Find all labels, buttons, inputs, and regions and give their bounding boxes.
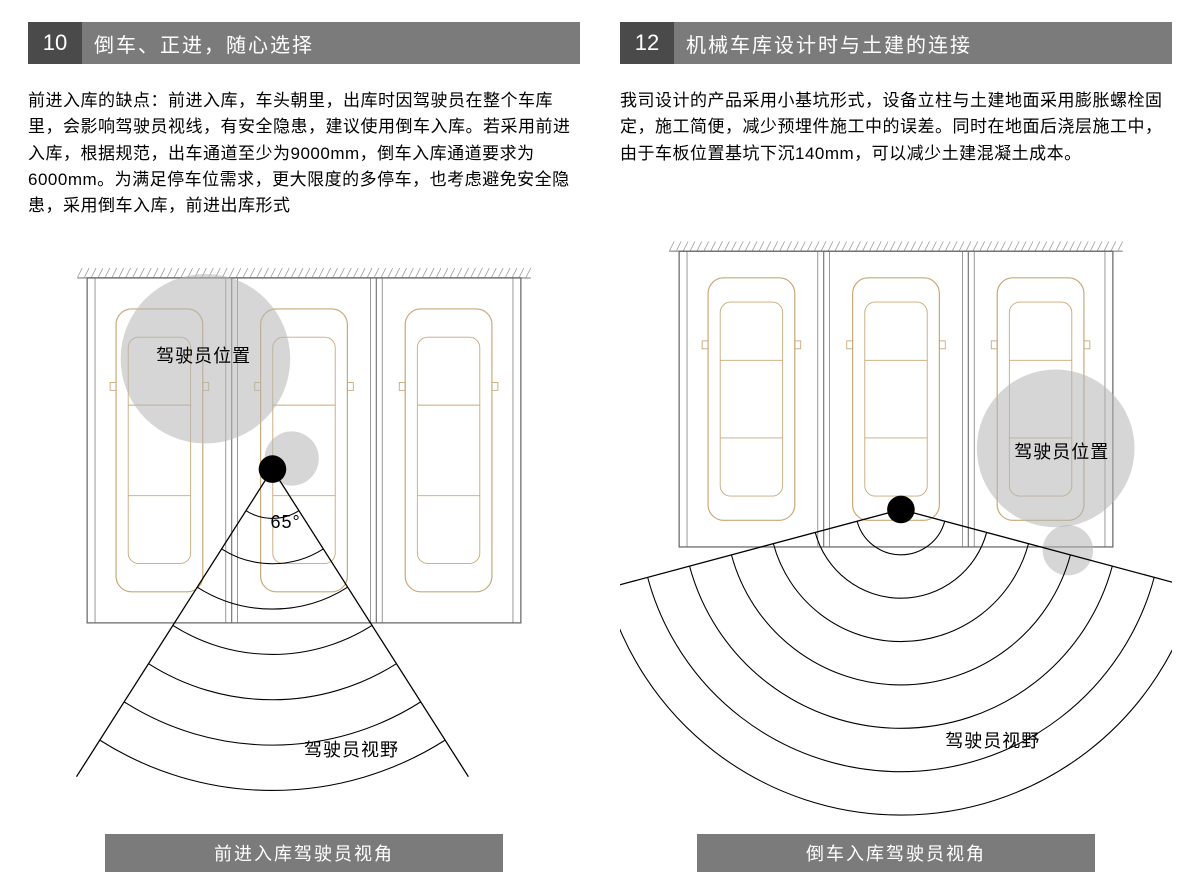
right-fov-label: 驾驶员视野 [945,727,1040,753]
left-caption: 前进入库驾驶员视角 [105,834,502,872]
right-header-num: 12 [620,22,674,64]
left-fov-label: 驾驶员视野 [304,736,399,762]
right-callout-label: 驾驶员位置 [1014,438,1109,464]
left-diagram: 驾驶员位置 65° 驾驶员视野 [28,238,580,834]
left-header-num: 10 [28,22,82,64]
left-header: 10 倒车、正进，随心选择 [28,22,580,64]
right-panel: 12 机械车库设计时与土建的连接 我司设计的产品采用小基坑形式，设备立柱与土建地… [620,22,1172,872]
left-angle-label: 65° [270,512,300,533]
right-header-title: 机械车库设计时与土建的连接 [674,22,1172,64]
left-callout-label: 驾驶员位置 [156,342,251,368]
right-header: 12 机械车库设计时与土建的连接 [620,22,1172,64]
right-caption: 倒车入库驾驶员视角 [697,834,1094,872]
right-diagram: 驾驶员位置 驾驶员视野 [620,185,1172,834]
left-body-text: 前进入库的缺点：前进入库，车头朝里，出库时因驾驶员在整个车库里，会影响驾驶员视线… [28,88,580,220]
left-header-title: 倒车、正进，随心选择 [82,22,580,64]
right-body-text: 我司设计的产品采用小基坑形式，设备立柱与土建地面采用膨胀螺栓固定，施工简便，减少… [620,88,1172,167]
left-panel: 10 倒车、正进，随心选择 前进入库的缺点：前进入库，车头朝里，出库时因驾驶员在… [28,22,580,872]
